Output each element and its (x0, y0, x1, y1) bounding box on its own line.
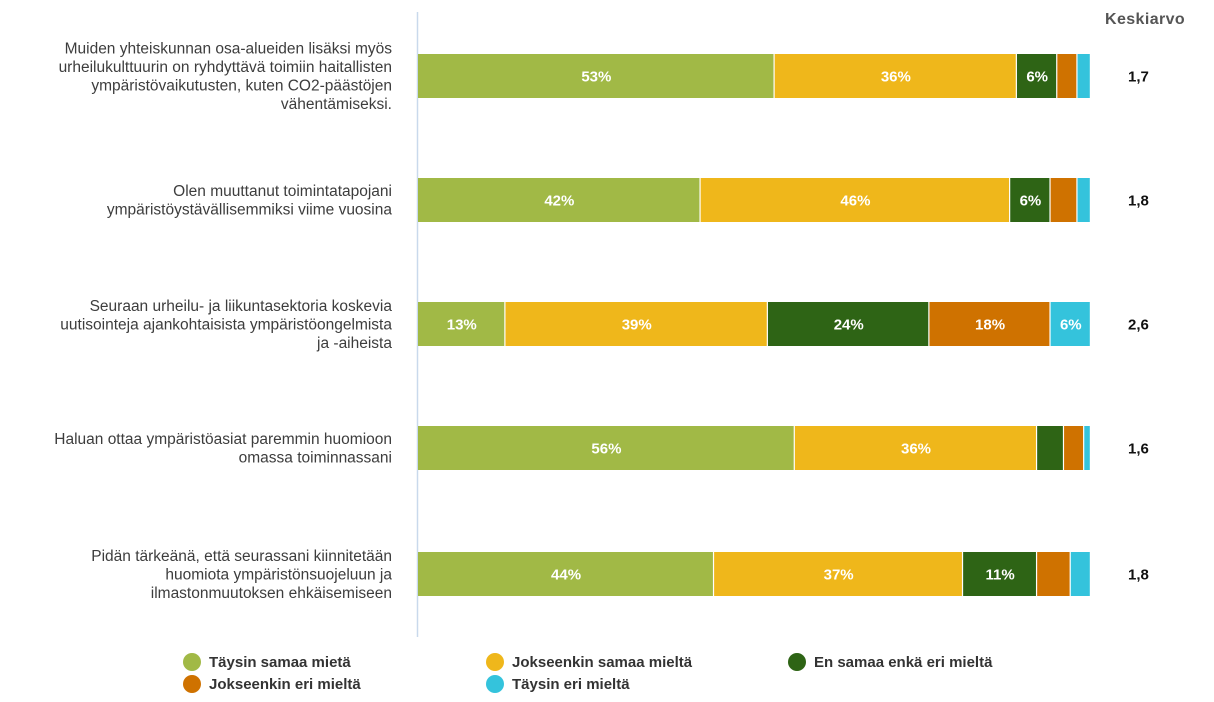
bar-segment-label: 6% (1020, 192, 1042, 209)
bar-segment-label: 46% (840, 192, 870, 209)
legend-label: Täysin samaa mietä (209, 653, 351, 671)
bar-segment (418, 302, 505, 346)
bar-segment-label: 18% (975, 316, 1005, 333)
category-label-line: Olen muuttanut toimintatapojani (173, 183, 392, 200)
bar-segment (714, 552, 962, 596)
bar-segment (1037, 552, 1070, 596)
legend-item: En samaa enkä eri mieltä (788, 653, 992, 671)
legend-label: En samaa enkä eri mieltä (814, 653, 993, 671)
mean-value: 2,6 (1128, 316, 1149, 333)
mean-value: 1,6 (1128, 440, 1149, 457)
bar-segment-label: 13% (447, 316, 477, 333)
bar-segment-label: 11% (986, 566, 1015, 583)
mean-values-group: 1,7 1,8 2,6 1,6 1,8 (1128, 68, 1149, 583)
bar-segment-label: 42% (544, 192, 574, 209)
category-labels-group: Muiden yhteiskunnan osa-alueiden lisäksi… (54, 41, 392, 602)
legend-item: Jokseenkin samaa mieltä (486, 653, 692, 671)
bar-segment (418, 426, 794, 470)
bar-segment (1016, 54, 1057, 98)
bar-segment (794, 426, 1036, 470)
category-label: Seuraan urheilu- ja liikuntasektoria kos… (60, 298, 392, 352)
bar-segment-label: 36% (881, 68, 911, 85)
legend-swatch (486, 675, 504, 693)
bar-segment-label: 56% (591, 440, 621, 457)
legend-swatch (183, 653, 201, 671)
bar-segment (1050, 302, 1090, 346)
category-label-line: Pidän tärkeänä, että seurassani kiinnite… (91, 548, 392, 565)
category-label-line: vähentämiseksi. (281, 96, 392, 113)
category-label: Haluan ottaa ympäristöasiat paremmin huo… (54, 431, 392, 467)
category-label-line: huomiota ympäristönsuojeluun ja (165, 566, 392, 583)
legend-item: Täysin eri mieltä (486, 675, 630, 693)
bar-segment-label: 36% (901, 440, 931, 457)
category-label-line: ympäristövaikutusten, kuten CO2-päästöje… (91, 78, 392, 95)
bar-segment (1010, 178, 1050, 222)
category-label-line: ympäristöystävällisemmiksi viime vuosina (107, 202, 392, 219)
bar-segment (929, 302, 1050, 346)
bar-segment (1064, 426, 1084, 470)
bar-segment (418, 552, 713, 596)
category-label-line: Muiden yhteiskunnan osa-alueiden lisäksi… (65, 41, 393, 58)
bar-segment-label: 6% (1060, 316, 1082, 333)
bar-segment (963, 552, 1036, 596)
bar-segment (505, 302, 767, 346)
category-label-line: uutisointeja ajankohtaisista ympäristöon… (60, 316, 392, 333)
bar-segment (700, 178, 1010, 222)
bar-segment-label: 37% (824, 566, 854, 583)
bar-segment (1057, 54, 1077, 98)
bar-segment (767, 302, 929, 346)
legend-label: Jokseenkin eri mieltä (209, 675, 361, 693)
bar-segment (1037, 426, 1063, 470)
category-label-line: ilmastonmuutoksen ehkäisemiseen (151, 585, 392, 602)
legend-swatch (486, 653, 504, 671)
bar-segment (1084, 426, 1090, 470)
bar-segment (418, 178, 700, 222)
legend-item: Täysin samaa mietä (183, 653, 351, 671)
bar-segment (1077, 178, 1090, 222)
bar-segment-label: 6% (1026, 68, 1048, 85)
category-label-line: urheilukulttuurin on ryhdyttävä toimiin … (59, 59, 392, 76)
legend-item: Jokseenkin eri mieltä (183, 675, 361, 693)
bar-segment-label: 44% (551, 566, 581, 583)
bar-segment (1070, 552, 1090, 596)
bar-segment-label: 24% (834, 316, 864, 333)
bar-segment-label: 53% (581, 68, 611, 85)
category-label-line: Haluan ottaa ympäristöasiat paremmin huo… (54, 431, 392, 448)
category-label: Pidän tärkeänä, että seurassani kiinnite… (91, 548, 392, 602)
legend-label: Täysin eri mieltä (512, 675, 630, 693)
bar-segment (418, 54, 774, 98)
category-label: Muiden yhteiskunnan osa-alueiden lisäksi… (59, 41, 393, 114)
category-label-line: ja -aiheista (316, 335, 392, 352)
legend-swatch (183, 675, 201, 693)
bars-group: 53% 36% 6% 42% 46% 6% 13% 39% 24% 18% 6% 56% 36% 44% 3… (418, 54, 1090, 596)
bar-segment (1077, 54, 1090, 98)
bar-segment (774, 54, 1016, 98)
legend-label: Jokseenkin samaa mieltä (512, 653, 693, 671)
category-label: Olen muuttanut toimintatapojani ympäristö… (107, 183, 392, 219)
mean-value: 1,7 (1128, 68, 1149, 85)
bar-segment-label: 39% (622, 316, 652, 333)
category-label-line: omassa toiminnassani (239, 450, 392, 467)
mean-value: 1,8 (1128, 192, 1149, 209)
category-label-line: Seuraan urheilu- ja liikuntasektoria kos… (90, 298, 393, 315)
legend-swatch (788, 653, 806, 671)
mean-value: 1,8 (1128, 566, 1149, 583)
bar-segment (1050, 178, 1077, 222)
mean-column-header: Keskiarvo (1105, 11, 1186, 28)
